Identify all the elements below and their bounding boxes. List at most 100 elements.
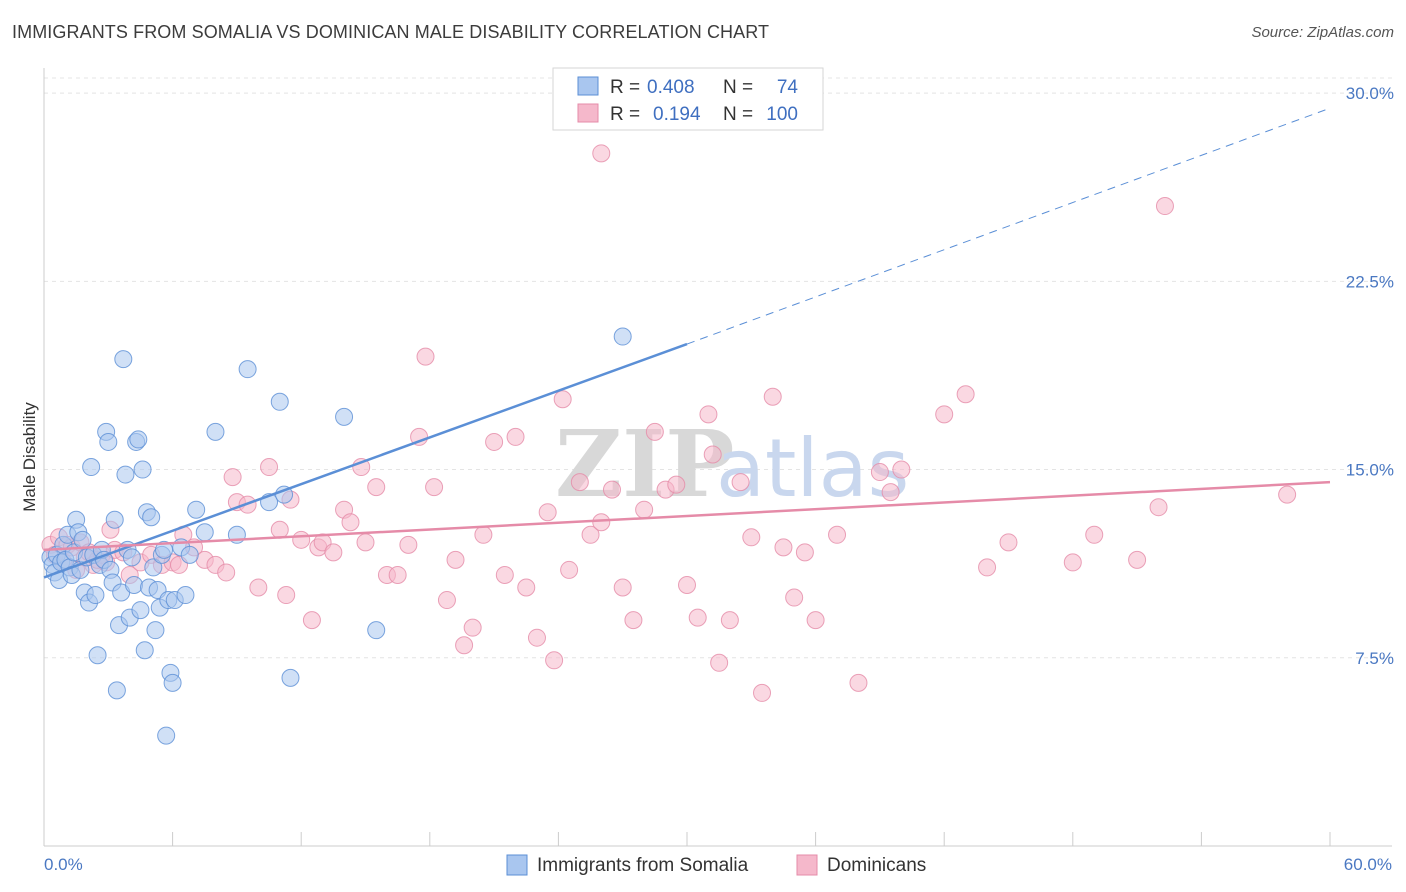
data-point [753,683,772,702]
data-point [581,525,600,544]
stats-legend: R = 0.408 N = 74 R = 0.194 N = 100 [552,67,824,131]
data-point [142,508,161,527]
legend-swatch-somalia [577,76,599,96]
chart-source: Source: ZipAtlas.com [1251,24,1394,41]
data-point [495,565,514,584]
data-point [1149,498,1168,517]
data-point [446,550,465,569]
bottom-legend-swatch-dominicans [796,854,818,876]
data-point [731,473,750,492]
data-point [176,586,195,605]
data-point [538,503,557,522]
data-point [678,575,696,594]
data-point [527,628,546,647]
data-point [560,560,579,579]
watermark: ZIP atlas [555,410,909,518]
data-point [645,422,664,441]
trend-extension-0 [686,107,1331,345]
data-point [238,360,257,379]
data-point [105,510,124,529]
data-point [146,621,165,640]
data-point [135,641,154,660]
data-point [131,601,150,620]
data-point [129,430,148,449]
trend-lines [43,107,1331,579]
data-point [763,387,782,406]
data-point [187,500,206,519]
data-point [742,528,761,547]
data-point [517,578,536,597]
data-point [795,543,814,562]
axes [43,68,1392,847]
data-point [881,483,900,502]
data-point [82,458,101,477]
data-point [553,390,572,409]
data-point [270,520,289,539]
data-point [999,533,1018,552]
data-point [163,673,182,692]
data-point [1278,485,1297,504]
data-point [1128,550,1147,569]
data-point [180,545,199,564]
data-point [774,538,793,557]
bottom-legend-label-somalia: Immigrants from Somalia [537,855,749,876]
data-point [688,608,707,627]
y-tick-label-30: 30.0% [1346,84,1394,103]
data-point [624,611,643,630]
x-tick-label-max: 60.0% [1344,855,1392,874]
legend-r-label-dominicans: R = [610,104,640,125]
data-point [935,405,954,424]
data-point [613,578,632,597]
watermark-zip: ZIP [555,410,734,518]
data-point [270,392,289,411]
data-point [506,427,525,446]
data-point [602,480,621,499]
y-tick-label-22.5: 22.5% [1346,272,1394,291]
x-ticks [43,832,1331,846]
data-point [86,586,105,605]
data-point [388,565,407,584]
data-point [710,653,729,672]
data-point [281,668,300,687]
legend-n-value-somalia: 74 [777,77,799,98]
data-point [125,575,144,594]
data-point [155,540,174,559]
legend-r-value-somalia: 0.408 [647,77,695,98]
data-point [367,478,386,497]
data-point [978,558,997,577]
y-tick-labels: 7.5% 15.0% 22.5% 30.0% [1346,84,1394,668]
data-point [592,144,611,163]
data-point [699,405,718,424]
data-point [335,407,354,426]
series-legend: Immigrants from Somalia Dominicans [506,854,926,876]
data-point [720,611,739,630]
legend-swatch-dominicans [577,103,599,123]
data-point [485,432,504,451]
data-point [195,523,214,542]
data-point [157,726,176,745]
data-point [206,422,225,441]
bottom-legend-label-dominicans: Dominicans [827,855,926,876]
data-point [545,651,564,670]
y-tick-label-7.5: 7.5% [1355,649,1394,668]
data-point [122,548,141,567]
chart-title: IMMIGRANTS FROM SOMALIA VS DOMINICAN MAL… [12,22,770,42]
data-points [41,144,1297,745]
data-point [223,468,242,487]
data-point [114,350,133,369]
data-point [107,681,126,700]
data-point [892,460,911,479]
data-point [703,445,722,464]
x-tick-label-min: 0.0% [44,855,83,874]
y-tick-label-15: 15.0% [1346,461,1394,480]
data-point [806,611,825,630]
data-point [399,535,418,554]
legend-n-label-somalia: N = [723,77,753,98]
data-point [828,525,847,544]
data-point [849,673,868,692]
data-point [116,465,135,484]
legend-n-label-dominicans: N = [723,104,753,125]
data-point [1063,553,1082,572]
data-point [463,618,482,637]
